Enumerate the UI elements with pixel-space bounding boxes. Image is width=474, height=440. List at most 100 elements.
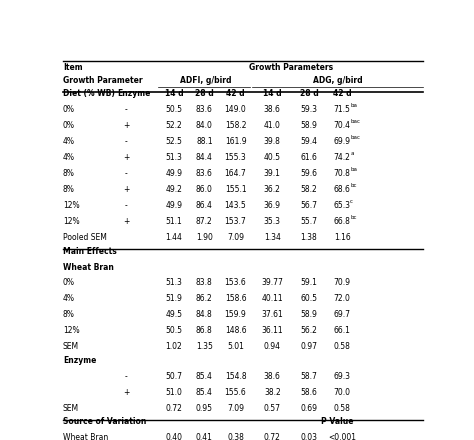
Text: bc: bc <box>350 215 357 220</box>
Text: -: - <box>125 169 128 178</box>
Text: 50.5: 50.5 <box>165 326 182 335</box>
Text: 1.02: 1.02 <box>166 342 182 351</box>
Text: 70.8: 70.8 <box>334 169 351 178</box>
Text: 58.7: 58.7 <box>301 372 318 381</box>
Text: 83.8: 83.8 <box>196 279 213 287</box>
Text: 1.38: 1.38 <box>301 233 318 242</box>
Text: 143.5: 143.5 <box>225 201 246 210</box>
Text: Wheat Bran: Wheat Bran <box>63 433 108 440</box>
Text: 0%: 0% <box>63 105 75 114</box>
Text: 0.38: 0.38 <box>227 433 244 440</box>
Text: 0.40: 0.40 <box>165 433 182 440</box>
Text: 39.1: 39.1 <box>264 169 281 178</box>
Text: 155.3: 155.3 <box>225 153 246 162</box>
Text: -: - <box>125 105 128 114</box>
Text: 86.4: 86.4 <box>196 201 213 210</box>
Text: 39.8: 39.8 <box>264 137 281 146</box>
Text: 58.2: 58.2 <box>301 185 318 194</box>
Text: 61.6: 61.6 <box>301 153 318 162</box>
Text: 85.4: 85.4 <box>196 372 213 381</box>
Text: 38.2: 38.2 <box>264 388 281 397</box>
Text: 83.6: 83.6 <box>196 169 213 178</box>
Text: 38.6: 38.6 <box>264 105 281 114</box>
Text: 87.2: 87.2 <box>196 216 213 226</box>
Text: 0.94: 0.94 <box>264 342 281 351</box>
Text: 42 d: 42 d <box>226 89 245 98</box>
Text: 49.9: 49.9 <box>165 201 182 210</box>
Text: 69.9: 69.9 <box>334 137 351 146</box>
Text: ADG, g/bird: ADG, g/bird <box>313 76 362 85</box>
Text: 12%: 12% <box>63 326 80 335</box>
Text: 86.2: 86.2 <box>196 294 213 304</box>
Text: 158.2: 158.2 <box>225 121 246 130</box>
Text: 51.3: 51.3 <box>165 279 182 287</box>
Text: ba: ba <box>350 103 357 108</box>
Text: 1.34: 1.34 <box>264 233 281 242</box>
Text: SEM: SEM <box>63 342 79 351</box>
Text: 70.0: 70.0 <box>334 388 351 397</box>
Text: 59.1: 59.1 <box>301 279 318 287</box>
Text: 60.5: 60.5 <box>301 294 318 304</box>
Text: 52.5: 52.5 <box>165 137 182 146</box>
Text: 58.9: 58.9 <box>301 310 318 319</box>
Text: 149.0: 149.0 <box>225 105 246 114</box>
Text: 1.16: 1.16 <box>334 233 350 242</box>
Text: 0.72: 0.72 <box>165 404 182 413</box>
Text: 0.72: 0.72 <box>264 433 281 440</box>
Text: Main Effects: Main Effects <box>63 247 117 256</box>
Text: 4%: 4% <box>63 294 75 304</box>
Text: 12%: 12% <box>63 216 80 226</box>
Text: 36.9: 36.9 <box>264 201 281 210</box>
Text: 56.7: 56.7 <box>301 201 318 210</box>
Text: bac: bac <box>350 135 360 140</box>
Text: 51.9: 51.9 <box>165 294 182 304</box>
Text: 69.3: 69.3 <box>334 372 351 381</box>
Text: +: + <box>123 185 130 194</box>
Text: 0.57: 0.57 <box>264 404 281 413</box>
Text: 68.6: 68.6 <box>334 185 351 194</box>
Text: 40.5: 40.5 <box>264 153 281 162</box>
Text: 153.6: 153.6 <box>225 279 246 287</box>
Text: 58.6: 58.6 <box>301 388 318 397</box>
Text: 28 d: 28 d <box>195 89 214 98</box>
Text: 28 d: 28 d <box>300 89 319 98</box>
Text: 0.41: 0.41 <box>196 433 213 440</box>
Text: 0%: 0% <box>63 121 75 130</box>
Text: Enzyme: Enzyme <box>63 356 96 365</box>
Text: 7.09: 7.09 <box>227 233 244 242</box>
Text: Growth Parameter: Growth Parameter <box>63 76 143 85</box>
Text: 66.1: 66.1 <box>334 326 351 335</box>
Text: 38.6: 38.6 <box>264 372 281 381</box>
Text: 85.4: 85.4 <box>196 388 213 397</box>
Text: a: a <box>350 151 354 156</box>
Text: 4%: 4% <box>63 137 75 146</box>
Text: 0.03: 0.03 <box>301 433 318 440</box>
Text: 49.2: 49.2 <box>165 185 182 194</box>
Text: 0.69: 0.69 <box>301 404 318 413</box>
Text: SEM: SEM <box>63 404 79 413</box>
Text: 55.7: 55.7 <box>301 216 318 226</box>
Text: Enzyme: Enzyme <box>117 89 151 98</box>
Text: 42 d: 42 d <box>333 89 351 98</box>
Text: 0.58: 0.58 <box>334 404 351 413</box>
Text: 84.4: 84.4 <box>196 153 213 162</box>
Text: 41.0: 41.0 <box>264 121 281 130</box>
Text: 7.09: 7.09 <box>227 404 244 413</box>
Text: Item: Item <box>63 63 82 72</box>
Text: 59.6: 59.6 <box>301 169 318 178</box>
Text: 84.0: 84.0 <box>196 121 213 130</box>
Text: 37.61: 37.61 <box>262 310 283 319</box>
Text: 56.2: 56.2 <box>301 326 318 335</box>
Text: 14 d: 14 d <box>165 89 183 98</box>
Text: bac: bac <box>350 119 360 124</box>
Text: 1.35: 1.35 <box>196 342 213 351</box>
Text: 58.9: 58.9 <box>301 121 318 130</box>
Text: 50.5: 50.5 <box>165 105 182 114</box>
Text: bc: bc <box>350 183 357 188</box>
Text: 35.3: 35.3 <box>264 216 281 226</box>
Text: 70.9: 70.9 <box>334 279 351 287</box>
Text: 161.9: 161.9 <box>225 137 246 146</box>
Text: Diet (% WB): Diet (% WB) <box>63 89 115 98</box>
Text: 66.8: 66.8 <box>334 216 351 226</box>
Text: 50.7: 50.7 <box>165 372 182 381</box>
